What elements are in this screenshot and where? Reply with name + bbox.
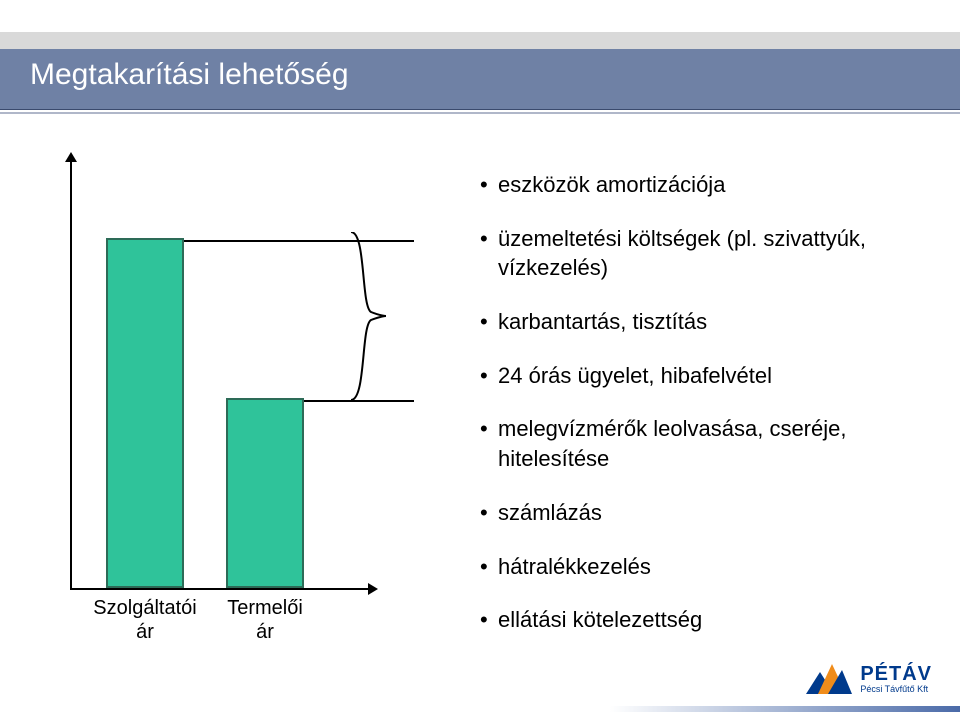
- list-item: üzemeltetési költségek (pl. szivattyúk, …: [480, 224, 920, 283]
- diff-line-bottom: [304, 400, 414, 402]
- bullet-list: eszközök amortizációja üzemeltetési költ…: [480, 170, 920, 659]
- x-label-producer-line1: Termelői: [227, 597, 303, 619]
- x-label-service-line2: ár: [136, 621, 154, 643]
- logo-text: PÉTÁV: [860, 663, 932, 686]
- logo-mark-icon: [806, 660, 852, 694]
- bar-chart: Szolgáltatói ár Termelői ár: [70, 160, 370, 590]
- logo-subtext: Pécsi Távfűtő Kft: [860, 684, 932, 694]
- x-label-producer: Termelői ár: [205, 590, 325, 644]
- brace-icon: [346, 232, 386, 400]
- header-band: Megtakarítási lehetőség: [0, 32, 960, 110]
- slide: Megtakarítási lehetőség Szolgáltatói ár …: [0, 0, 960, 712]
- x-label-producer-line2: ár: [256, 621, 274, 643]
- bar-producer-price: [226, 398, 304, 588]
- footer-gradient: [610, 706, 960, 712]
- page-title: Megtakarítási lehetőség: [30, 58, 349, 92]
- list-item: eszközök amortizációja: [480, 170, 920, 200]
- y-axis: [70, 160, 72, 590]
- bar-service-price: [106, 238, 184, 588]
- list-item: karbantartás, tisztítás: [480, 307, 920, 337]
- list-item: 24 órás ügyelet, hibafelvétel: [480, 361, 920, 391]
- logo-text-block: PÉTÁV Pécsi Távfűtő Kft: [860, 663, 932, 694]
- list-item: melegvízmérők leolvasása, cseréje, hitel…: [480, 414, 920, 473]
- company-logo: PÉTÁV Pécsi Távfűtő Kft: [806, 660, 932, 694]
- x-label-service: Szolgáltatói ár: [85, 590, 205, 644]
- list-item: hátralékkezelés: [480, 552, 920, 582]
- list-item: ellátási kötelezettség: [480, 605, 920, 635]
- x-label-service-line1: Szolgáltatói: [93, 597, 196, 619]
- header-underline: [0, 112, 960, 114]
- list-item: számlázás: [480, 498, 920, 528]
